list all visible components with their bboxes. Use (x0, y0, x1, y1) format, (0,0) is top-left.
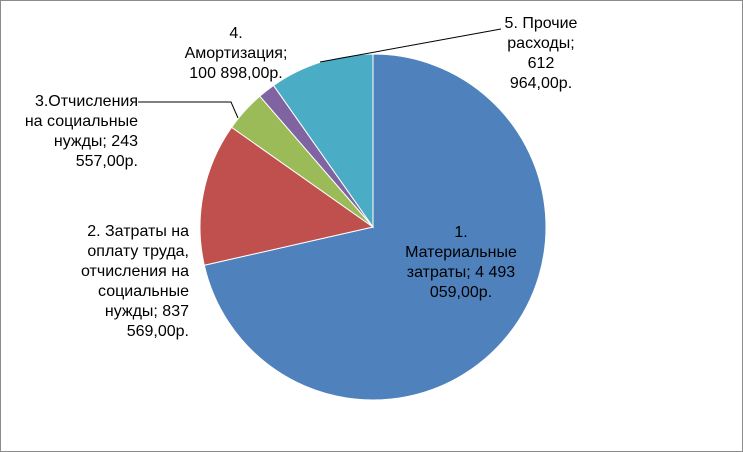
slice-material-costs (203, 53, 547, 401)
slice-labor-costs (199, 126, 375, 266)
leader-line-other-expenses (319, 28, 502, 63)
data-label-depreciation: 4. Амортизация; 100 898,00р. (184, 25, 288, 82)
data-label-other-expenses: 5. Прочие расходы; 612 964,00р. (504, 15, 578, 92)
data-label-material-costs: 1. Материальные затраты; 4 493 059,00р. (405, 224, 517, 301)
data-label-labor-costs: 2. Затраты на оплату труда, отчисления н… (81, 223, 189, 340)
data-label-social-contributions: 3.Отчисления на социальные нужды; 243 55… (24, 93, 138, 170)
leader-line-social-contributions (138, 101, 239, 119)
